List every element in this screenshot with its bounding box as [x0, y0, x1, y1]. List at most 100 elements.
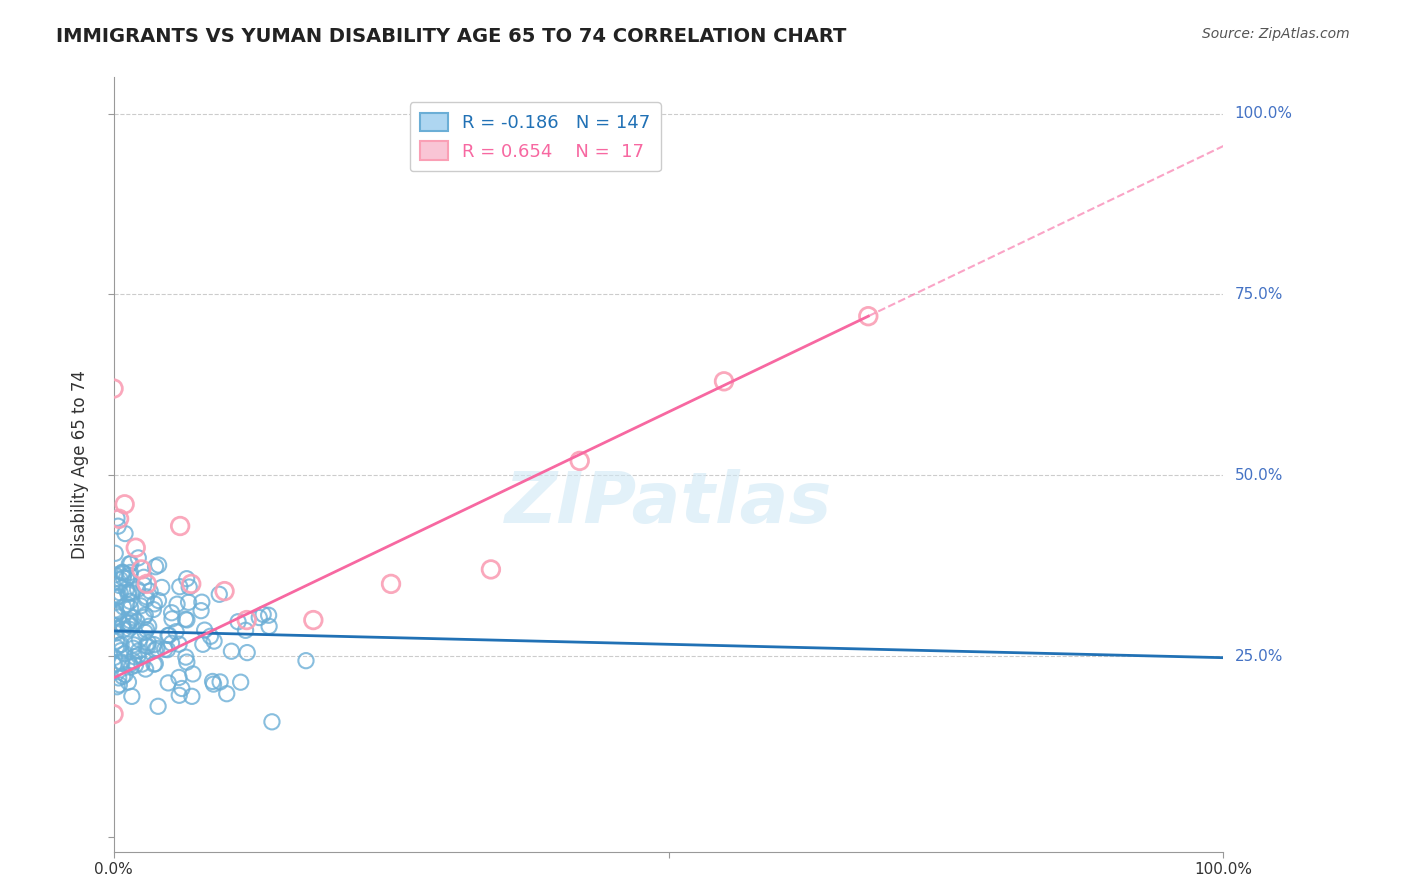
Immigrants: [176, 655, 198, 669]
Immigrants: [142, 602, 165, 616]
Immigrants: [135, 639, 157, 653]
Immigrants: [111, 566, 134, 580]
Legend: R = -0.186   N = 147, R = 0.654    N =  17: R = -0.186 N = 147, R = 0.654 N = 17: [409, 102, 661, 171]
Immigrants: [129, 599, 152, 613]
Immigrants: [143, 657, 166, 671]
Immigrants: [105, 640, 128, 655]
Immigrants: [295, 654, 318, 668]
Yuman: [108, 512, 131, 526]
Immigrants: [160, 636, 183, 650]
Immigrants: [115, 598, 138, 612]
Immigrants: [134, 625, 156, 640]
Immigrants: [104, 546, 127, 560]
Immigrants: [105, 591, 128, 605]
Immigrants: [143, 638, 166, 652]
Immigrants: [176, 613, 198, 627]
Immigrants: [112, 566, 135, 581]
Immigrants: [153, 642, 176, 657]
Immigrants: [157, 676, 180, 690]
Immigrants: [143, 657, 166, 672]
Immigrants: [132, 570, 155, 584]
Immigrants: [110, 643, 132, 657]
Immigrants: [131, 657, 153, 672]
Immigrants: [122, 638, 145, 652]
Yuman: [713, 374, 735, 388]
Immigrants: [127, 582, 149, 597]
Immigrants: [120, 619, 142, 633]
Immigrants: [110, 638, 132, 652]
Immigrants: [128, 632, 150, 647]
Immigrants: [110, 586, 132, 600]
Immigrants: [118, 657, 141, 672]
Text: ZIPatlas: ZIPatlas: [505, 468, 832, 538]
Yuman: [235, 613, 257, 627]
Immigrants: [132, 610, 155, 624]
Immigrants: [105, 511, 128, 525]
Immigrants: [145, 559, 167, 574]
Immigrants: [120, 585, 142, 599]
Immigrants: [170, 681, 193, 696]
Immigrants: [124, 658, 146, 673]
Immigrants: [136, 636, 159, 650]
Immigrants: [111, 669, 134, 683]
Immigrants: [134, 607, 156, 622]
Immigrants: [118, 585, 141, 599]
Yuman: [858, 309, 880, 323]
Immigrants: [136, 640, 159, 654]
Immigrants: [111, 657, 134, 671]
Immigrants: [202, 634, 225, 648]
Immigrants: [104, 618, 127, 632]
Immigrants: [236, 646, 259, 660]
Immigrants: [120, 614, 142, 628]
Immigrants: [127, 550, 149, 565]
Yuman: [302, 613, 325, 627]
Immigrants: [215, 687, 238, 701]
Immigrants: [127, 648, 149, 663]
Immigrants: [121, 690, 143, 704]
Immigrants: [167, 670, 190, 684]
Text: 100.0%: 100.0%: [1234, 106, 1292, 121]
Immigrants: [104, 607, 127, 622]
Yuman: [114, 497, 136, 511]
Immigrants: [117, 675, 139, 690]
Immigrants: [135, 623, 157, 637]
Immigrants: [160, 612, 183, 626]
Immigrants: [132, 578, 155, 592]
Text: 75.0%: 75.0%: [1234, 287, 1282, 302]
Immigrants: [208, 587, 231, 601]
Immigrants: [194, 623, 217, 637]
Immigrants: [108, 578, 131, 592]
Immigrants: [146, 699, 169, 714]
Yuman: [169, 519, 191, 533]
Immigrants: [112, 623, 135, 637]
Immigrants: [115, 582, 138, 597]
Yuman: [125, 541, 148, 555]
Yuman: [568, 454, 591, 468]
Immigrants: [226, 615, 249, 629]
Immigrants: [103, 619, 125, 633]
Immigrants: [146, 641, 169, 656]
Immigrants: [179, 580, 201, 594]
Immigrants: [122, 654, 145, 668]
Immigrants: [108, 638, 131, 652]
Immigrants: [107, 610, 129, 624]
Immigrants: [157, 628, 180, 642]
Immigrants: [103, 657, 125, 672]
Immigrants: [229, 675, 252, 690]
Immigrants: [107, 671, 129, 685]
Immigrants: [104, 603, 127, 617]
Immigrants: [200, 629, 222, 643]
Immigrants: [139, 584, 162, 599]
Immigrants: [125, 615, 148, 629]
Immigrants: [118, 557, 141, 571]
Immigrants: [114, 667, 136, 681]
Immigrants: [174, 650, 197, 665]
Immigrants: [112, 599, 135, 614]
Immigrants: [191, 637, 214, 651]
Immigrants: [120, 594, 142, 608]
Immigrants: [148, 558, 170, 573]
Immigrants: [118, 615, 141, 630]
Immigrants: [209, 674, 232, 689]
Immigrants: [114, 526, 136, 541]
Immigrants: [120, 600, 142, 615]
